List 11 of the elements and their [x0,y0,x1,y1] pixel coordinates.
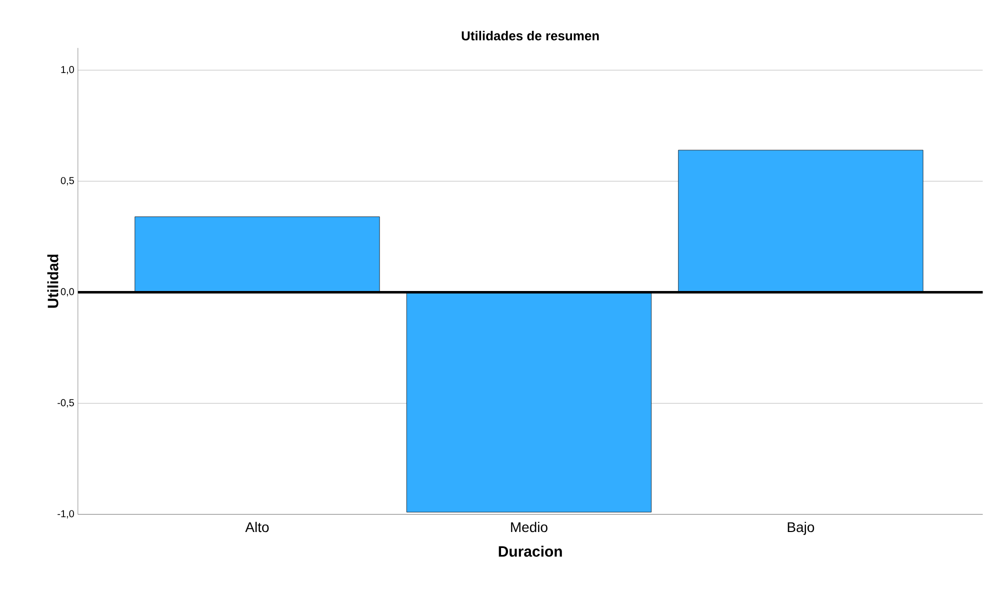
chart-title: Utilidades de resumen [462,30,599,40]
y-tick-label: 1,0 [61,66,74,74]
y-tick-label: 0,5 [60,176,74,186]
y-tick-label: 0,0 [60,288,74,296]
y-tick-label: -1,0 [58,510,74,518]
y-axis-title: Utilidad [47,254,58,308]
x-tick-label: Alto [245,522,269,532]
y-tick-label: -0,5 [58,399,74,408]
x-axis-title: Duracion [498,546,562,557]
x-tick-label: Bajo [788,522,814,535]
x-tick-label: Medio [511,522,548,532]
